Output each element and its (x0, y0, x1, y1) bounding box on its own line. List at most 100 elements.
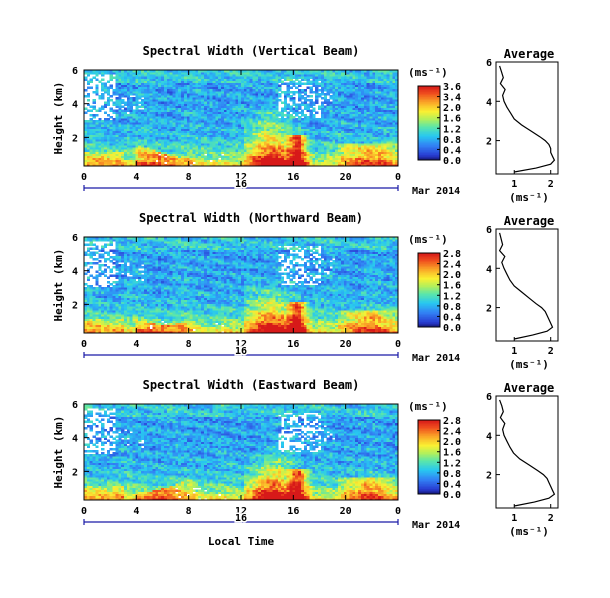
heatmap-cell (189, 111, 193, 115)
heatmap-cell (161, 115, 165, 119)
heatmap-cell (229, 80, 233, 83)
heatmap-cell (169, 132, 173, 136)
heatmap-cell (112, 126, 116, 129)
heatmap-cell (215, 153, 219, 156)
heatmap-cell (129, 111, 133, 115)
heatmap-cell (123, 70, 128, 73)
heatmap-cell (175, 130, 179, 134)
heatmap-cell (169, 111, 173, 115)
heatmap-cell (223, 113, 228, 117)
heatmap-cell (175, 115, 179, 119)
heatmap-cell (84, 161, 88, 165)
heatmap-cell (149, 99, 153, 102)
heatmap-cell (138, 157, 142, 161)
heatmap-cell (223, 82, 228, 86)
heatmap-cell (203, 159, 208, 163)
heatmap-cell (126, 113, 131, 117)
heatmap-cell (158, 99, 162, 102)
heatmap-cell (106, 120, 111, 123)
heatmap-cell (169, 82, 173, 86)
heatmap-cell (229, 147, 233, 150)
heatmap-cell (86, 285, 91, 288)
heatmap-cell (169, 72, 173, 75)
heatmap-cell (163, 132, 168, 136)
heatmap-cell (123, 90, 128, 94)
heatmap-cell (201, 159, 205, 163)
heatmap-cell (215, 149, 219, 152)
heatmap-cell (95, 143, 99, 146)
heatmap-cell (92, 147, 96, 150)
heatmap-cell (158, 86, 162, 90)
heatmap-cell (163, 72, 168, 75)
heatmap-cell (309, 95, 313, 98)
heatmap-cell (209, 97, 213, 100)
heatmap-cell (92, 140, 96, 144)
profile-frame (495, 61, 559, 175)
heatmap-cell (178, 155, 182, 159)
heatmap-cell (98, 124, 102, 127)
heatmap-cell (212, 161, 216, 165)
heatmap-cell (95, 113, 99, 117)
heatmap-cell (129, 101, 133, 104)
heatmap-cell (169, 149, 173, 152)
heatmap-cell (166, 136, 171, 140)
heatmap-cell (209, 113, 213, 117)
heatmap-cell (198, 115, 202, 119)
heatmap-cell (118, 155, 122, 159)
heatmap-cell (221, 92, 225, 96)
heatmap-cell (218, 82, 222, 86)
heatmap-cell (121, 95, 125, 98)
heatmap-cell (212, 130, 216, 134)
heatmap-cell (152, 72, 156, 75)
heatmap-cell (155, 107, 159, 111)
heatmap-cell (166, 99, 171, 102)
heatmap-cell (206, 97, 210, 100)
heatmap-cell (186, 124, 191, 127)
heatmap-cell (201, 97, 205, 100)
heatmap-cell (146, 161, 151, 165)
heatmap-cell (212, 145, 216, 148)
heatmap-cell (92, 130, 96, 134)
heatmap-cell (218, 147, 222, 150)
heatmap-cell (215, 103, 219, 106)
heatmap-cell (135, 151, 139, 154)
heatmap (84, 70, 399, 167)
heatmap-cell (149, 95, 153, 98)
heatmap-cell (112, 118, 116, 121)
heatmap-cell (189, 92, 193, 96)
heatmap-cell (152, 138, 156, 142)
heatmap-cell (209, 101, 213, 104)
heatmap-cell (218, 107, 222, 111)
heatmap-cell (92, 132, 96, 136)
heatmap-cell (84, 136, 88, 140)
heatmap-cell (155, 92, 159, 96)
heatmap-cell (169, 120, 173, 123)
heatmap-cell (135, 122, 139, 125)
heatmap-cell (129, 82, 133, 86)
heatmap-cell (155, 134, 159, 138)
heatmap-cell (229, 101, 233, 104)
heatmap-cell (181, 101, 185, 104)
heatmap-cell (221, 147, 225, 150)
heatmap-cell (161, 103, 165, 106)
heatmap-cell (121, 163, 125, 167)
heatmap-cell (106, 140, 111, 144)
heatmap-cell (178, 149, 182, 152)
heatmap-cell (195, 103, 199, 106)
heatmap-cell (203, 82, 208, 86)
heatmap-cell (141, 153, 145, 156)
heatmap-cell (186, 95, 191, 98)
heatmap-cell (123, 74, 128, 77)
profile-x-tick-label: 2 (548, 179, 554, 190)
heatmap-cell (112, 103, 116, 106)
heatmap-cell (223, 78, 228, 81)
heatmap-cell (201, 134, 205, 138)
heatmap-cell (226, 80, 230, 83)
heatmap-cell (192, 151, 196, 154)
heatmap-cell (215, 124, 219, 127)
heatmap-cell (209, 157, 213, 161)
heatmap-cell (198, 134, 202, 138)
heatmap-cell (189, 128, 193, 131)
heatmap-cell (223, 159, 228, 163)
heatmap-cell (146, 151, 151, 154)
